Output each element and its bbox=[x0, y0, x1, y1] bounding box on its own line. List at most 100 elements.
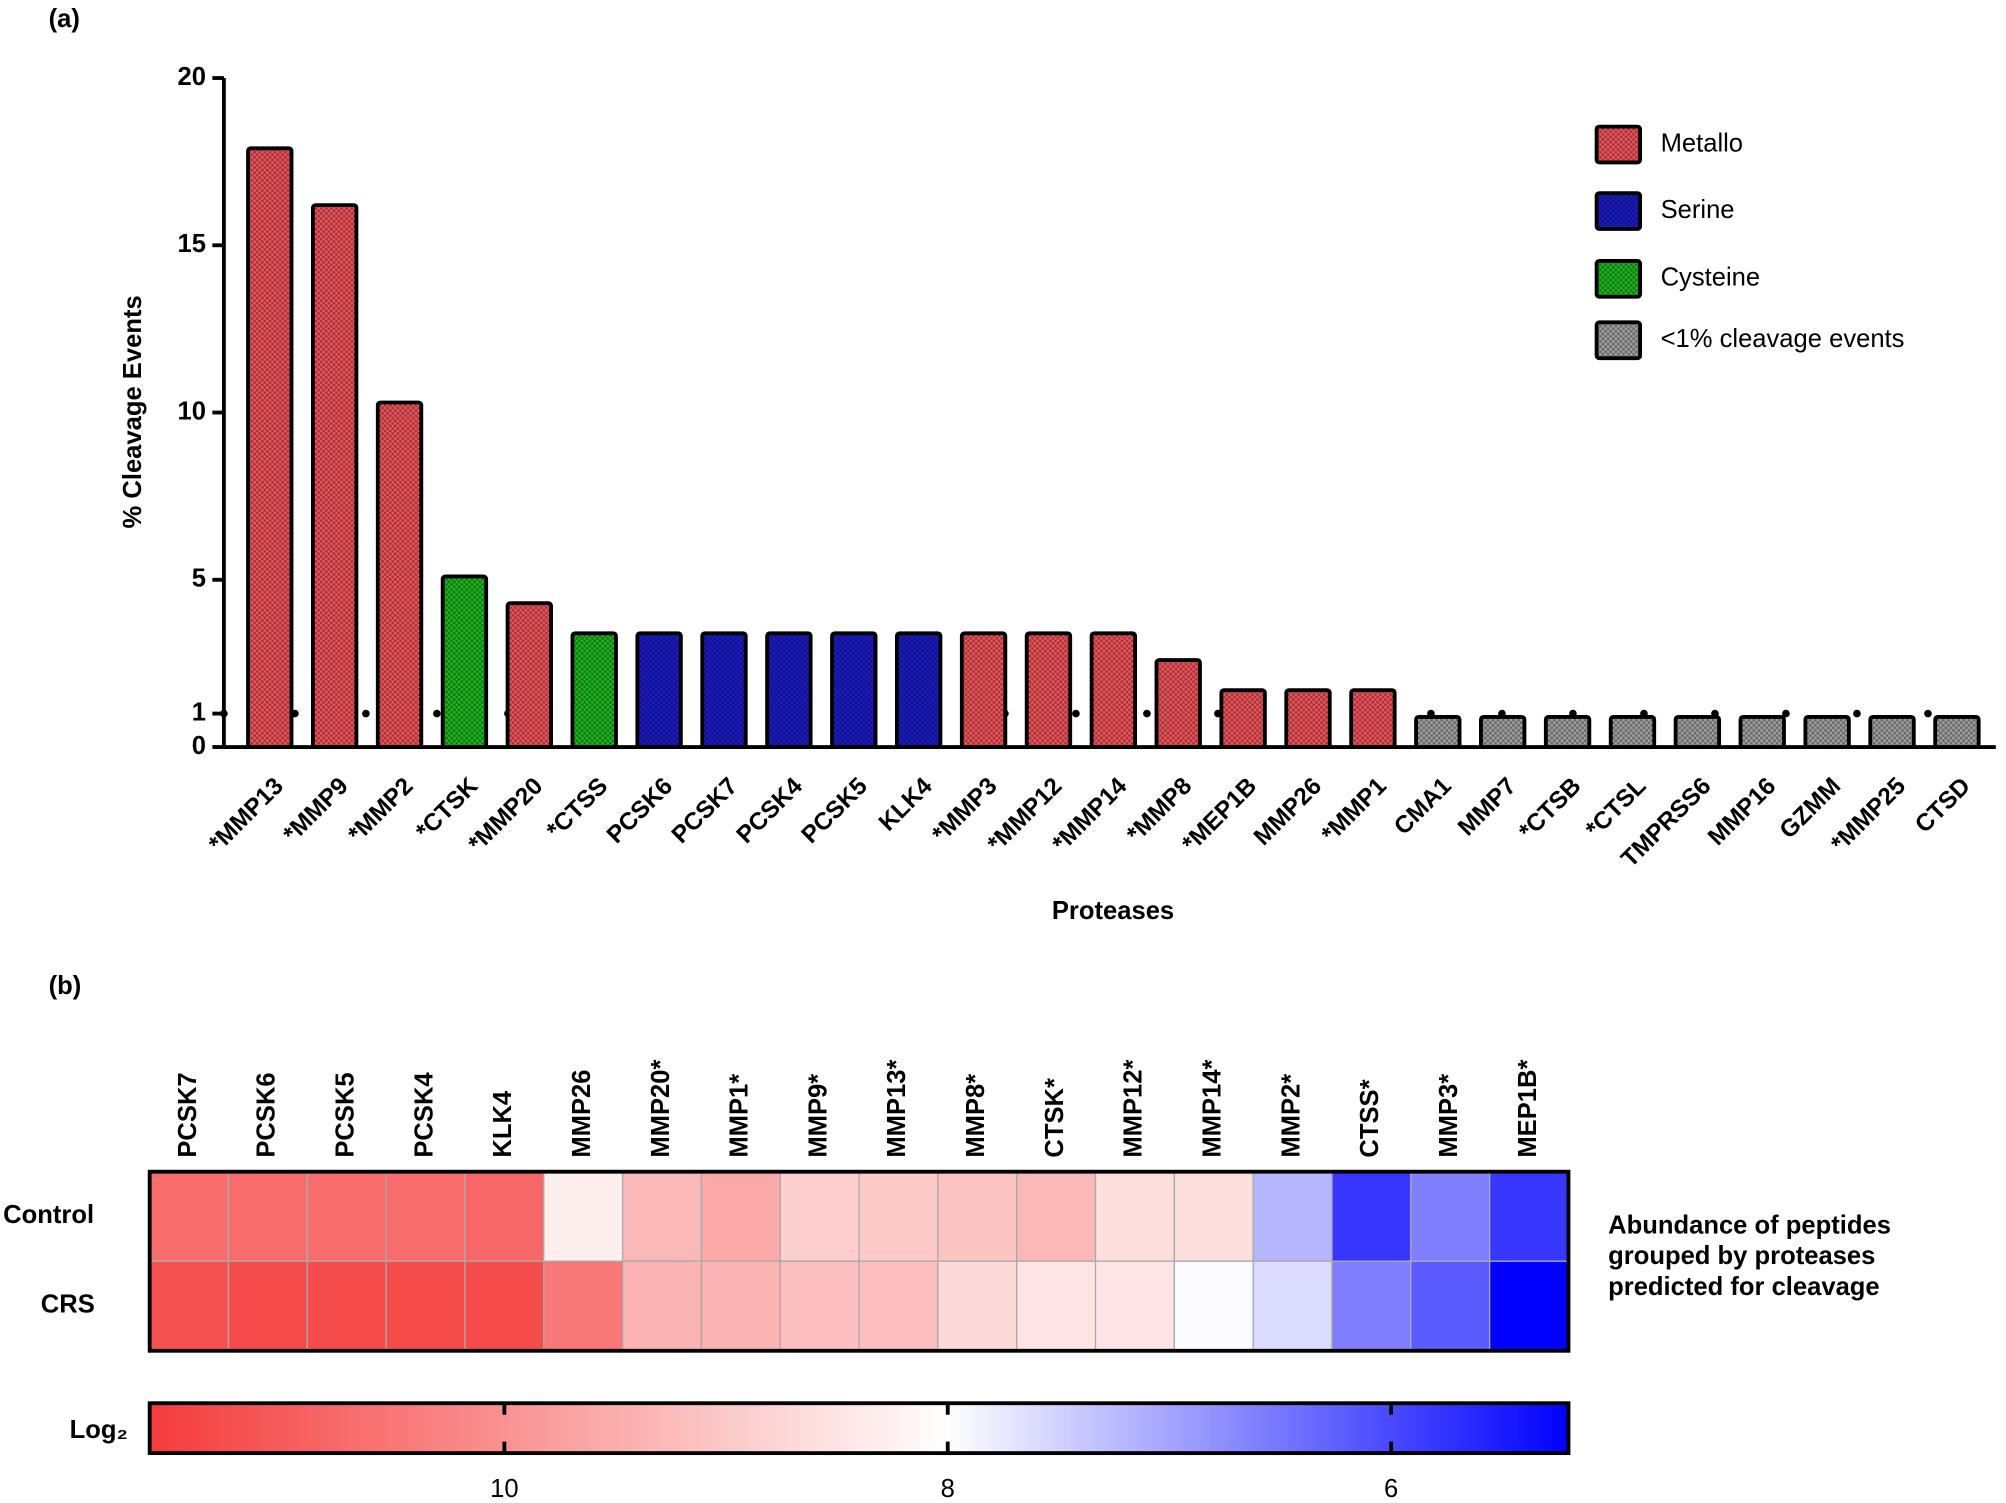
x-tick-label: *MMP1 bbox=[1317, 773, 1392, 848]
bar bbox=[440, 574, 489, 749]
bar bbox=[1089, 631, 1138, 749]
bar bbox=[1349, 688, 1397, 749]
bar bbox=[570, 631, 618, 749]
x-tick-label: *CTSB bbox=[1514, 773, 1587, 846]
annotation: predicted for cleavage bbox=[1608, 1273, 1880, 1301]
column-label: PCSK6 bbox=[253, 1072, 281, 1157]
bar bbox=[246, 146, 294, 749]
heatmap-cell bbox=[385, 1171, 466, 1262]
heatmap-cell bbox=[700, 1260, 781, 1352]
heatmap-cell bbox=[464, 1171, 545, 1262]
colorbar-tick-label: 8 bbox=[941, 1475, 955, 1503]
heatmap-cell bbox=[1489, 1171, 1570, 1262]
column-label: CTSS* bbox=[1356, 1079, 1384, 1157]
bar bbox=[1479, 714, 1527, 749]
heatmap-cell bbox=[1016, 1171, 1097, 1262]
heatmap-cell bbox=[1094, 1260, 1175, 1352]
legend-swatch bbox=[1594, 124, 1643, 165]
column-label: MMP3* bbox=[1435, 1074, 1463, 1158]
heatmap-cell bbox=[621, 1171, 703, 1262]
heatmap-cell bbox=[1252, 1171, 1333, 1262]
heatmap-cell bbox=[1331, 1260, 1412, 1352]
column-label: MMP8* bbox=[962, 1074, 990, 1158]
bar bbox=[1738, 714, 1786, 749]
x-tick-label: MMP26 bbox=[1249, 773, 1327, 851]
bar bbox=[505, 601, 553, 749]
y-tick-label: 15 bbox=[178, 230, 206, 258]
y-tick-label: 0 bbox=[192, 732, 206, 760]
x-tick-label: CMA1 bbox=[1389, 773, 1457, 841]
bar bbox=[1219, 688, 1267, 749]
y-axis-title: % Cleavage Events bbox=[119, 295, 147, 528]
legend-swatch bbox=[1594, 320, 1643, 361]
heatmap-cell bbox=[779, 1260, 860, 1352]
column-label: CTSK* bbox=[1041, 1078, 1069, 1158]
bar bbox=[700, 631, 748, 749]
column-label: PCSK4 bbox=[410, 1072, 438, 1158]
x-tick-label: *MMP9 bbox=[278, 773, 353, 848]
heatmap-cell bbox=[621, 1260, 703, 1352]
bar bbox=[1024, 631, 1073, 749]
bar bbox=[830, 631, 878, 749]
heatmap-cell bbox=[149, 1171, 230, 1262]
heatmap-cell bbox=[149, 1260, 230, 1352]
y-tick-label: 5 bbox=[192, 565, 206, 593]
panel-label: (a) bbox=[49, 5, 80, 33]
bar bbox=[1933, 714, 1981, 749]
heatmap-cell bbox=[385, 1260, 466, 1352]
bar bbox=[895, 631, 943, 749]
x-tick-label: PCSK6 bbox=[602, 773, 678, 849]
heatmap-cell bbox=[306, 1260, 387, 1352]
heatmap-cell bbox=[1489, 1260, 1570, 1352]
row-label: Control bbox=[3, 1201, 94, 1229]
annotation: grouped by proteases bbox=[1608, 1242, 1875, 1270]
x-tick-label: *MMP2 bbox=[343, 773, 418, 848]
bar bbox=[1543, 714, 1592, 749]
column-label: MMP1* bbox=[726, 1074, 754, 1158]
heatmap-cell bbox=[779, 1171, 860, 1262]
heatmap-cell bbox=[227, 1171, 308, 1262]
heatmap-cell bbox=[1173, 1260, 1254, 1352]
column-label: MMP2* bbox=[1277, 1074, 1305, 1158]
bar bbox=[959, 631, 1008, 749]
bar bbox=[1154, 658, 1202, 749]
bar bbox=[1414, 714, 1462, 749]
heatmap-cell bbox=[1016, 1260, 1097, 1352]
colorbar-tick-label: 6 bbox=[1384, 1475, 1398, 1503]
heatmap-cell bbox=[858, 1260, 939, 1352]
legend-label: <1% cleavage events bbox=[1661, 325, 1905, 353]
heatmap-cell bbox=[1094, 1171, 1175, 1262]
legend-swatch bbox=[1594, 191, 1643, 231]
x-tick-label: MMP7 bbox=[1453, 773, 1522, 842]
column-label: KLK4 bbox=[489, 1090, 517, 1158]
column-label: MMP26 bbox=[568, 1070, 596, 1158]
row-label: CRS bbox=[41, 1291, 95, 1319]
heatmap-cell bbox=[858, 1171, 939, 1262]
column-label: PCSK7 bbox=[174, 1072, 202, 1157]
legend-label: Metallo bbox=[1661, 129, 1743, 157]
heatmap-cell bbox=[227, 1260, 308, 1352]
heatmap-cell bbox=[1410, 1260, 1491, 1352]
bar bbox=[1284, 688, 1332, 749]
heatmap-cell bbox=[543, 1260, 624, 1352]
y-tick-label: 10 bbox=[178, 397, 206, 425]
column-label: MEP1B* bbox=[1514, 1060, 1542, 1158]
y-tick-label: 20 bbox=[178, 63, 206, 91]
x-tick-label: PCSK7 bbox=[667, 773, 743, 849]
x-tick-label: MMP16 bbox=[1703, 773, 1781, 851]
colorbar-tick-label: 10 bbox=[490, 1475, 518, 1503]
heatmap-cell bbox=[1331, 1171, 1412, 1262]
heatmap-cell bbox=[700, 1171, 781, 1262]
colorbar-label: Log₂ bbox=[70, 1416, 128, 1444]
bar bbox=[1608, 714, 1657, 749]
bar bbox=[1868, 714, 1916, 749]
colorbar bbox=[147, 1401, 1571, 1456]
x-tick-label: PCSK5 bbox=[796, 773, 872, 849]
legend-label: Cysteine bbox=[1661, 264, 1761, 292]
x-tick-label: *MMP13 bbox=[204, 773, 289, 858]
legend-label: Serine bbox=[1661, 196, 1735, 224]
heatmap-cell bbox=[1252, 1260, 1333, 1352]
heatmap-cell bbox=[937, 1260, 1018, 1352]
